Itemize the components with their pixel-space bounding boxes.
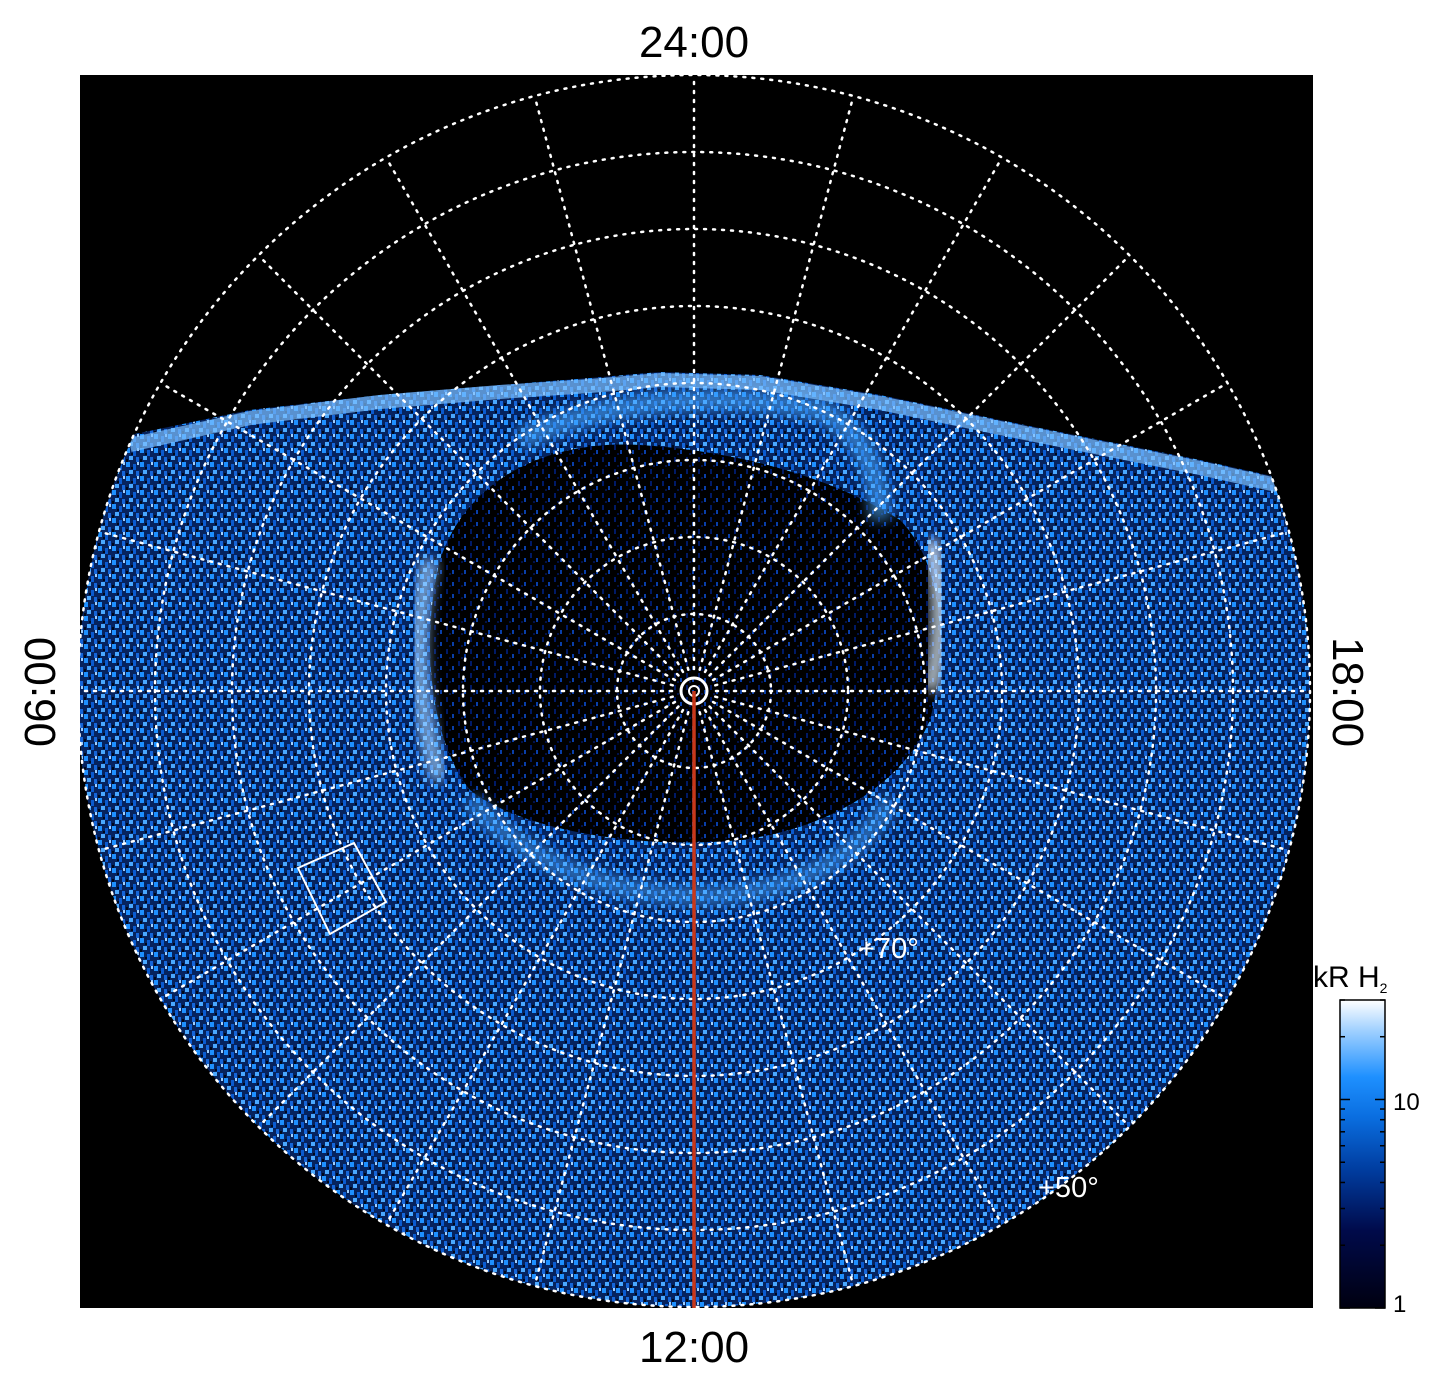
main-oval-dayside [462, 793, 899, 906]
longitude-spoke [159, 381, 677, 682]
longitude-spoke [384, 156, 685, 674]
colorbar-unit: kR H2 [1313, 961, 1388, 996]
latitude-label-50: +50° [1038, 1172, 1099, 1204]
longitude-spoke [257, 254, 680, 677]
longitude-spoke [257, 705, 680, 1128]
colorbar-tick-label-10: 10 [1393, 1089, 1420, 1116]
main-oval-dusk [922, 538, 948, 692]
longitude-spoke [97, 695, 674, 852]
footprint-box [296, 841, 388, 936]
main-oval-nightside [515, 389, 891, 521]
longitude-spoke [159, 700, 677, 1001]
longitude-spoke [711, 381, 1229, 682]
colorbar-ticks [1340, 999, 1385, 1309]
latitude-label-70: +70° [858, 933, 919, 965]
latitude-ring [384, 381, 1004, 1001]
main-oval-dawn [410, 557, 449, 783]
longitude-spoke [698, 94, 855, 671]
longitude-spoke [711, 700, 1229, 1001]
longitude-spoke [703, 708, 1004, 1226]
limb-edge-band [128, 372, 1292, 495]
local-time-label-right: 18:00 [1323, 637, 1372, 747]
local-time-label-top: 24:00 [639, 18, 749, 67]
local-time-label-left: 06:00 [16, 637, 65, 747]
emission-map [80, 372, 1310, 1307]
local-time-label-bottom: 12:00 [639, 1323, 749, 1372]
colorbar-scale [1339, 999, 1386, 1309]
longitude-spoke [703, 156, 1004, 674]
longitude-spoke [708, 705, 1131, 1128]
longitude-spoke [714, 695, 1291, 852]
colorbar: kR H2 10 1 [1313, 961, 1420, 1318]
polar-cap-dark [430, 444, 940, 843]
longitude-spoke [698, 711, 855, 1288]
longitude-spoke [708, 254, 1131, 677]
longitude-spoke [384, 708, 685, 1226]
latitude-ring [80, 75, 1312, 1308]
longitude-spoke [533, 94, 690, 671]
longitude-spoke [533, 711, 690, 1288]
longitude-spoke [714, 530, 1291, 687]
colorbar-tick-label-1: 1 [1393, 1291, 1406, 1318]
longitude-spoke [97, 530, 674, 687]
